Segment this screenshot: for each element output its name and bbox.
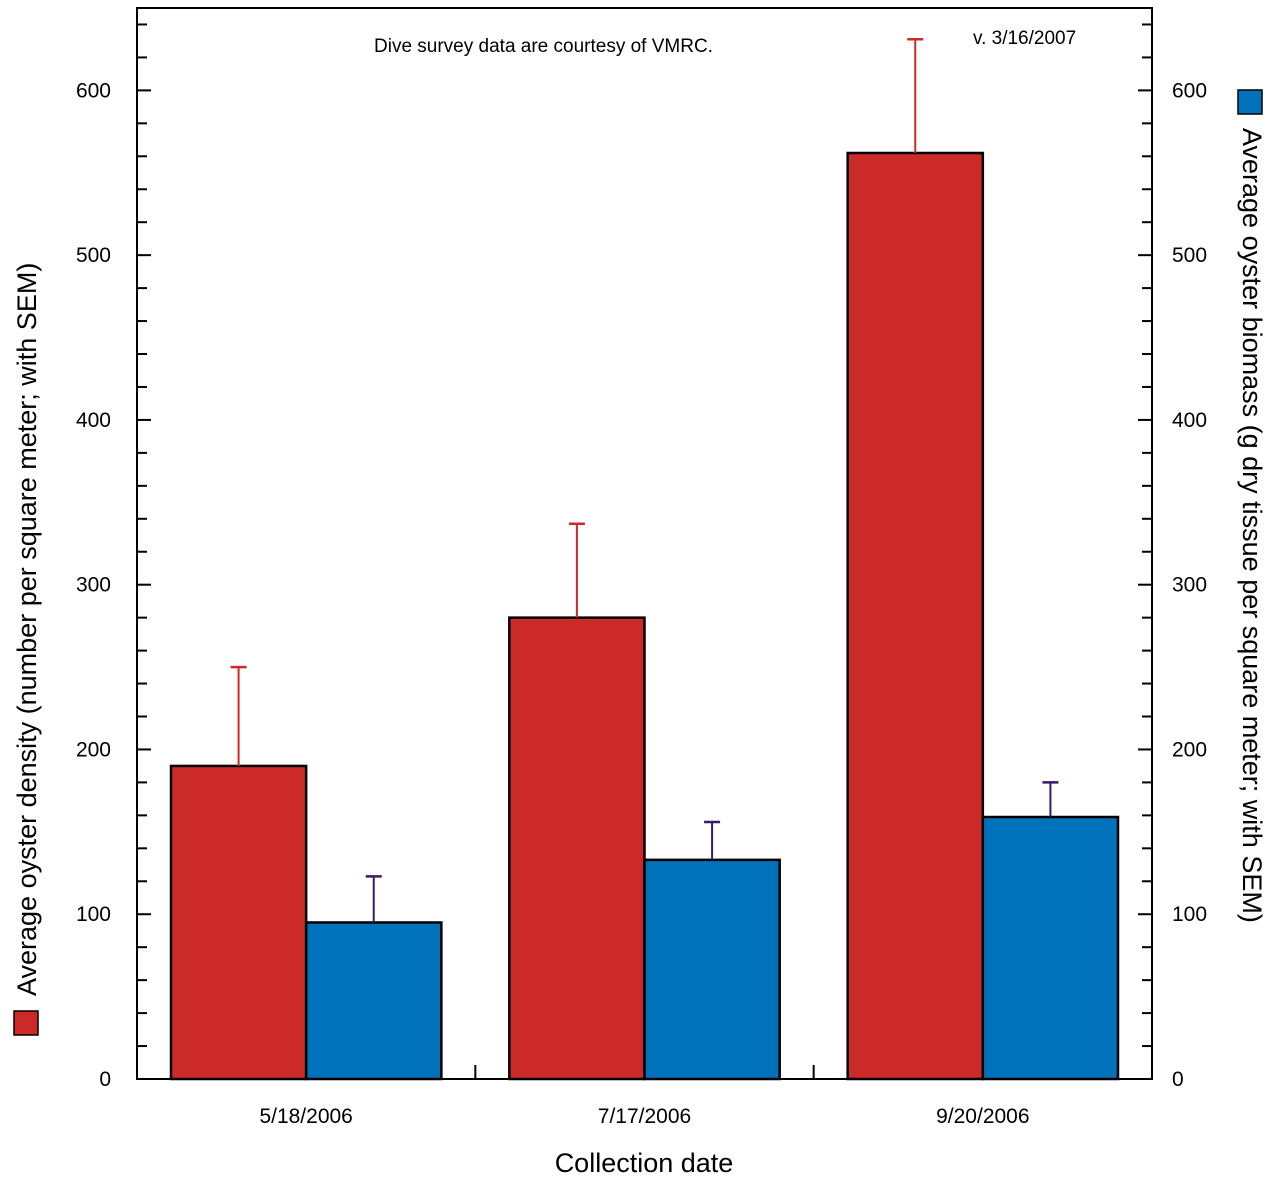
y-tick-label: 400 (76, 409, 111, 432)
y-tick-label: 100 (76, 903, 111, 926)
bar (643, 858, 781, 1081)
bars (169, 151, 1120, 1081)
error-bars (230, 38, 1059, 923)
y2-tick-label: 300 (1172, 574, 1207, 597)
bar (508, 616, 646, 1081)
bar (169, 764, 308, 1081)
y2-tick-label: 200 (1172, 738, 1207, 761)
y2-tick-label: 600 (1172, 79, 1207, 102)
x-tick-label: 7/17/2006 (598, 1105, 691, 1128)
y-tick-label: 0 (99, 1068, 111, 1091)
tick-labels: 0 100 200 300 400 500 600 0 100 200 300 400 500 600 5/… (76, 79, 1207, 1128)
version-note: v. 3/16/2007 (973, 28, 1076, 49)
y-tick-label: 600 (76, 79, 111, 102)
bar (304, 921, 443, 1081)
y-tick-label: 300 (76, 574, 111, 597)
axis-ticks (137, 23, 1152, 1080)
right-legend-swatch (1237, 89, 1263, 115)
y-axis-title: Average oyster density (number per squar… (12, 263, 42, 996)
x-tick-label: 9/20/2006 (936, 1105, 1029, 1128)
y2-tick-label: 0 (1172, 1068, 1184, 1091)
y2-tick-label: 500 (1172, 244, 1207, 267)
x-tick-label: 5/18/2006 (259, 1105, 352, 1128)
y-tick-label: 200 (76, 738, 111, 761)
bar (846, 151, 985, 1081)
left-legend-swatch (13, 1010, 39, 1036)
y2-tick-label: 400 (1172, 409, 1207, 432)
credit-note: Dive survey data are courtesy of VMRC. (374, 36, 713, 57)
y-tick-label: 500 (76, 244, 111, 267)
x-axis-title: Collection date (555, 1148, 734, 1178)
bar (981, 815, 1120, 1081)
y2-axis-title: Average oyster biomass (g dry tissue per… (1237, 128, 1267, 923)
y2-tick-label: 100 (1172, 903, 1207, 926)
